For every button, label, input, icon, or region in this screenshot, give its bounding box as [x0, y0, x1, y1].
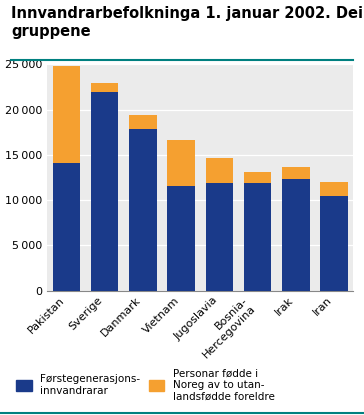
Bar: [53, 163, 80, 290]
Bar: [167, 186, 195, 290]
Legend: Førstegenerasjons-
innvandrarar, Personar fødde i
Noreg av to utan-
landsfødde f: Førstegenerasjons- innvandrarar, Persona…: [16, 368, 274, 401]
Bar: [282, 166, 309, 179]
Bar: [244, 172, 271, 183]
Bar: [129, 129, 157, 290]
Bar: [53, 66, 80, 163]
Text: Innvandrarbefolkninga 1. januar 2002. Dei største
gruppene: Innvandrarbefolkninga 1. januar 2002. De…: [11, 6, 364, 39]
Bar: [206, 183, 233, 290]
Bar: [244, 183, 271, 290]
Bar: [91, 83, 118, 93]
Bar: [320, 182, 348, 195]
Bar: [206, 159, 233, 183]
Bar: [320, 195, 348, 290]
Bar: [167, 140, 195, 186]
Bar: [91, 93, 118, 290]
Bar: [129, 115, 157, 129]
Bar: [282, 179, 309, 290]
